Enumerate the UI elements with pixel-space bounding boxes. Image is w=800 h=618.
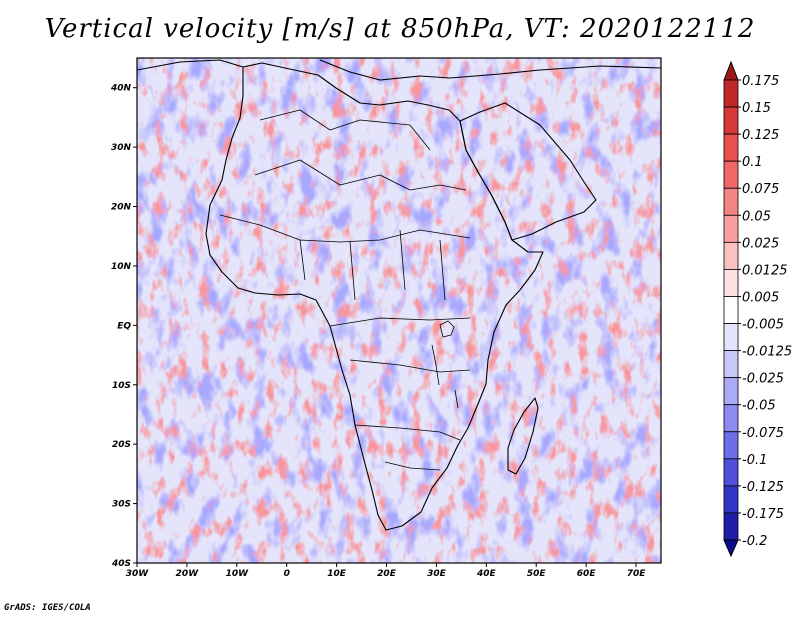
colorbar-top-arrow — [723, 60, 739, 81]
axis-ticks: 30W 20W 10W 0 10E 20E 30E 40E 50E 60E 70E 40N 30N 20N… — [110, 84, 646, 579]
lat-tick-label: 30N — [111, 143, 132, 153]
colorbar-label: 0.125 — [742, 128, 779, 143]
lon-tick-label: 60E — [577, 569, 597, 579]
colorbar-box — [723, 296, 739, 324]
europe-coastline — [137, 59, 661, 81]
colorbar-box — [723, 106, 739, 135]
colorbar-label: -0.075 — [742, 426, 784, 441]
colorbar-box — [723, 485, 739, 514]
lat-tick-label: 40N — [110, 84, 132, 94]
lon-tick-label: 20E — [377, 569, 397, 579]
country-borders — [219, 109, 471, 471]
lakes — [431, 320, 459, 409]
velocity-field — [137, 58, 661, 563]
colorbar-label: -0.0125 — [742, 345, 792, 360]
colorbar-label: -0.1 — [742, 453, 767, 468]
colorbar-box — [723, 241, 739, 270]
lon-tick-label: 0 — [284, 569, 290, 579]
colorbar-bottom-arrow — [723, 539, 739, 558]
lon-tick-label: 10W — [226, 569, 250, 579]
colorbar-box — [723, 323, 739, 351]
colorbar-box — [723, 160, 739, 189]
colorbar-box — [723, 458, 739, 487]
colorbar-box — [723, 512, 739, 541]
lat-tick-label: 40S — [111, 559, 131, 569]
colorbar-label: -0.025 — [742, 372, 784, 387]
lon-tick-label: 20W — [176, 569, 200, 579]
map-panel — [137, 58, 661, 563]
colorbar-label: -0.005 — [742, 318, 784, 333]
colorbar-label: 0.15 — [742, 101, 771, 116]
lat-tick-label: 10S — [112, 381, 131, 391]
colorbar-label: 0.1 — [742, 155, 763, 170]
lon-tick-label: 40E — [476, 569, 497, 579]
arabia-coastline — [459, 102, 597, 241]
lon-tick-label: 30E — [427, 569, 447, 579]
colorbar-label: 0.005 — [742, 290, 779, 305]
lat-tick-label: 10N — [111, 262, 132, 272]
colorbar-label: 0.075 — [742, 182, 779, 197]
colorbar-box — [723, 404, 739, 433]
madagascar-coastline — [507, 397, 539, 475]
colorbar-box — [723, 350, 739, 379]
lat-tick-label: EQ — [117, 321, 131, 331]
colorbar-label: 0.025 — [742, 236, 779, 251]
grads-credit: GrADS: IGES/COLA — [4, 603, 91, 613]
africa-coastline — [205, 62, 544, 531]
map-frame — [136, 57, 662, 564]
colorbar-label: -0.2 — [742, 534, 767, 549]
coastlines — [137, 59, 661, 531]
colorbar-box — [723, 79, 739, 108]
lon-tick-label: 10E — [327, 569, 347, 579]
lon-tick-label: 50E — [527, 569, 547, 579]
colorbar-label: -0.05 — [742, 399, 776, 414]
colorbar-box — [723, 269, 739, 297]
colorbar: 0.175 0.15 0.125 0.1 0.075 0.05 0.025 0.0125 0.0… — [723, 60, 792, 558]
colorbar-label: 0.05 — [742, 209, 771, 224]
plot-title: Vertical velocity [m/s] at 850hPa, VT: 2… — [44, 14, 756, 44]
colorbar-box — [723, 214, 739, 243]
colorbar-label: -0.125 — [742, 480, 784, 495]
colorbar-box — [723, 187, 739, 216]
colorbar-box — [723, 431, 739, 460]
lat-tick-label: 30S — [112, 500, 131, 510]
lon-tick-label: 70E — [627, 569, 647, 579]
colorbar-box — [723, 377, 739, 406]
colorbar-label: -0.175 — [742, 507, 784, 522]
colorbar-label: 0.0125 — [742, 263, 788, 278]
colorbar-label: 0.175 — [742, 74, 779, 89]
lon-tick-label: 30W — [126, 569, 150, 579]
lat-tick-label: 20N — [111, 203, 132, 213]
colorbar-box — [723, 133, 739, 162]
lat-tick-label: 20S — [112, 440, 131, 450]
